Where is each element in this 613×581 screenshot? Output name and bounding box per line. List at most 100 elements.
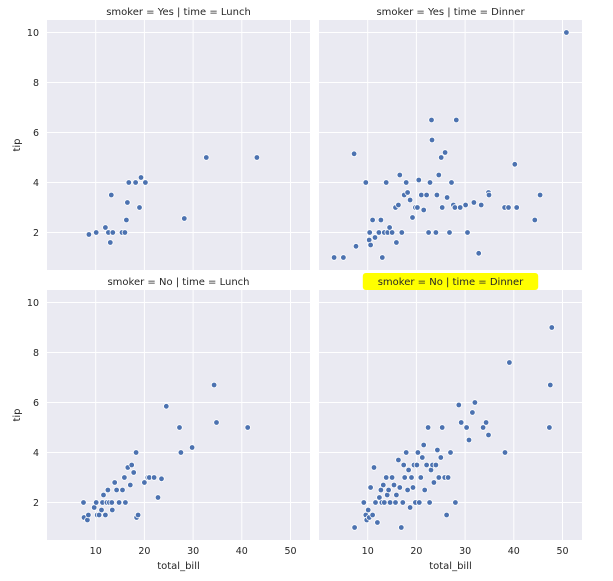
- data-point: [393, 239, 400, 246]
- data-point: [181, 215, 188, 222]
- data-point: [399, 499, 406, 506]
- data-point: [426, 499, 433, 506]
- data-point: [369, 511, 376, 519]
- data-point: [92, 499, 100, 506]
- data-point: [360, 499, 367, 506]
- x-tick-label: 20: [410, 546, 422, 557]
- data-point: [124, 199, 131, 206]
- data-point: [505, 204, 512, 211]
- data-point: [386, 224, 393, 231]
- data-point: [453, 116, 460, 124]
- data-point: [340, 254, 347, 261]
- data-point: [419, 454, 426, 461]
- data-point: [372, 499, 379, 506]
- data-point: [393, 491, 400, 499]
- data-point: [141, 479, 148, 486]
- data-point: [463, 424, 470, 431]
- data-point: [136, 204, 143, 211]
- data-point: [154, 494, 162, 501]
- data-point: [130, 469, 137, 476]
- data-point: [365, 506, 372, 514]
- data-point: [482, 419, 490, 426]
- y-tick-label: 10: [27, 298, 39, 309]
- y-axis-label: tip: [12, 408, 23, 421]
- data-point: [426, 179, 434, 186]
- data-point: [424, 424, 432, 431]
- data-point: [405, 466, 412, 474]
- data-point: [366, 229, 373, 236]
- data-point: [435, 474, 442, 481]
- data-point: [435, 171, 442, 179]
- panel-title: smoker = Yes | time = Lunch: [106, 7, 251, 18]
- data-point: [420, 441, 427, 449]
- data-point: [415, 176, 422, 184]
- data-point: [104, 486, 112, 494]
- data-point: [108, 191, 115, 199]
- data-point: [379, 254, 386, 261]
- data-point: [390, 481, 398, 489]
- data-point: [176, 424, 183, 431]
- data-point: [367, 484, 374, 491]
- data-point: [132, 179, 139, 186]
- data-point: [367, 241, 374, 249]
- data-point: [376, 494, 383, 501]
- data-point: [377, 216, 385, 224]
- data-point: [350, 150, 358, 157]
- data-point: [437, 454, 444, 461]
- data-point: [398, 229, 405, 236]
- data-point: [448, 179, 455, 186]
- data-point: [383, 179, 390, 186]
- data-point: [418, 191, 425, 199]
- data-point: [416, 499, 423, 506]
- data-point: [465, 436, 473, 444]
- data-point: [439, 204, 446, 211]
- panel-background: [319, 290, 582, 540]
- data-point: [451, 204, 459, 211]
- data-point: [111, 479, 118, 486]
- data-point: [479, 424, 487, 431]
- data-point: [511, 161, 518, 168]
- data-point: [401, 474, 408, 481]
- data-point: [546, 424, 553, 431]
- data-point: [452, 499, 459, 506]
- data-point: [430, 479, 438, 486]
- data-point: [409, 214, 416, 221]
- data-point: [381, 499, 388, 506]
- data-point: [102, 224, 109, 231]
- data-point: [132, 449, 140, 456]
- data-point: [142, 179, 149, 186]
- y-tick-label: 6: [33, 128, 39, 139]
- data-point: [213, 419, 220, 426]
- data-point: [404, 486, 411, 494]
- data-point: [438, 154, 445, 161]
- data-point: [388, 474, 396, 481]
- data-point: [406, 196, 414, 204]
- data-point: [109, 506, 116, 514]
- data-point: [428, 136, 436, 144]
- panel-background: [319, 20, 582, 270]
- data-point: [92, 229, 100, 236]
- data-point: [478, 201, 485, 209]
- y-axis-label: tip: [12, 138, 23, 151]
- data-point: [455, 401, 462, 409]
- data-point: [380, 481, 387, 489]
- data-point: [177, 449, 185, 456]
- data-point: [458, 419, 465, 426]
- data-point: [428, 116, 435, 124]
- facet-panel-2: smoker = Yes | time = Dinner: [319, 7, 582, 270]
- data-point: [403, 179, 410, 186]
- data-point: [447, 449, 454, 456]
- data-point: [137, 174, 145, 181]
- data-point: [388, 229, 396, 236]
- y-tick-label: 6: [33, 398, 39, 409]
- y-tick-label: 2: [33, 498, 39, 509]
- data-point: [563, 29, 570, 36]
- data-point: [462, 201, 469, 209]
- data-point: [392, 499, 399, 506]
- panel-background: [47, 290, 310, 540]
- data-point: [109, 229, 116, 236]
- y-tick-label: 4: [33, 178, 39, 189]
- data-point: [188, 444, 196, 451]
- data-point: [444, 474, 452, 481]
